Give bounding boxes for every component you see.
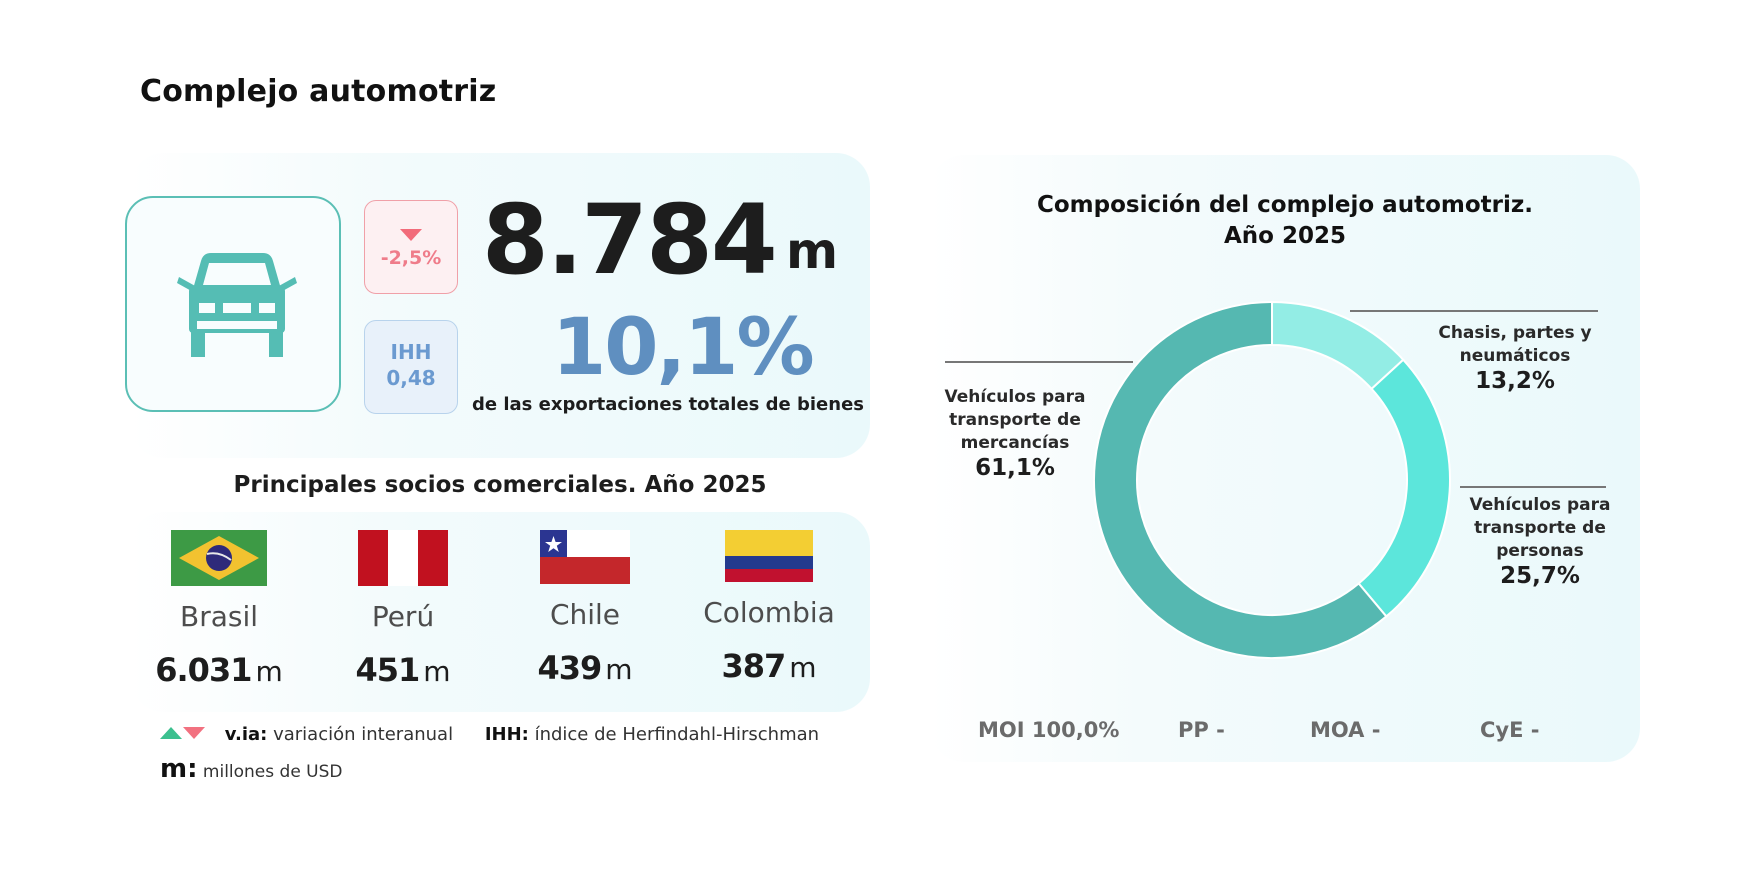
- legend-m-text: millones de USD: [202, 762, 343, 782]
- legend-row-2: m: millones de USD: [160, 754, 343, 784]
- legend-row-1: v.ia: variación interanual IHH: índice d…: [160, 724, 819, 745]
- page-title: Complejo automotriz: [140, 74, 497, 109]
- donut-segment: [1093, 300, 1388, 659]
- partner-item-peru: Perú 451 m: [312, 530, 494, 689]
- rubro-moi: MOI 100,0%: [978, 718, 1120, 742]
- partner-name: Colombia: [703, 596, 835, 629]
- legend-via-key: v.ia:: [224, 724, 268, 745]
- chart-title: Composición del complejo automotriz. Año…: [1037, 192, 1533, 249]
- partner-name: Perú: [371, 600, 435, 633]
- ihh-value: 0,48: [386, 366, 436, 390]
- legend-ihh-key: IHH:: [484, 724, 529, 745]
- triangle-down-icon: [400, 229, 422, 241]
- leader-line-chasis: [1350, 310, 1598, 312]
- segment-label-chasis: Chasis, partes y neumáticos 13,2%: [1438, 323, 1592, 394]
- donut-segment: [1271, 300, 1405, 391]
- variation-value: -2,5%: [380, 247, 442, 269]
- partner-value: 451 m: [355, 651, 451, 689]
- partner-value: 439 m: [537, 649, 633, 687]
- donut-segments: [1093, 300, 1451, 659]
- partner-item-chile: Chile 439 m: [494, 530, 676, 687]
- partner-value: 387 m: [721, 647, 817, 685]
- chile-flag-icon: [540, 530, 630, 584]
- rubro-cye: CyE -: [1480, 718, 1540, 742]
- share-value: 10,1%: [552, 303, 815, 393]
- ihh-badge: IHH 0,48: [364, 320, 458, 414]
- car-icon-box: [125, 196, 341, 412]
- brazil-flag-icon: [171, 530, 267, 586]
- segment-label-mercancias: Vehículos para transporte de mercancías …: [944, 387, 1086, 481]
- triangle-down-icon: [183, 727, 205, 739]
- exports-unit: m: [786, 222, 839, 280]
- partner-name: Chile: [549, 598, 621, 631]
- rubro-pp: PP -: [1178, 718, 1225, 742]
- exports-value: 8.784: [482, 184, 778, 296]
- legend-m-key: m:: [160, 754, 198, 784]
- partner-value: 6.031 m: [155, 651, 283, 689]
- legend-ihh-text: índice de Herfindahl-Hirschman: [534, 724, 820, 745]
- share-caption: de las exportaciones totales de bienes: [472, 394, 865, 415]
- partner-item-brasil: Brasil 6.031 m: [128, 530, 310, 689]
- leader-line-mercancias: [945, 361, 1133, 363]
- donut-chart: [1093, 300, 1451, 659]
- triangle-up-icon: [160, 727, 182, 739]
- legend-via-text: variación interanual: [273, 724, 454, 745]
- variation-badge: -2,5%: [364, 200, 458, 294]
- segment-label-personas: Vehículos para transporte de personas 25…: [1469, 495, 1611, 589]
- chart-panel: [930, 155, 1640, 762]
- donut-segment: [1357, 358, 1451, 618]
- rubro-moa: MOA -: [1310, 718, 1381, 742]
- peru-flag-icon: [358, 530, 448, 586]
- colombia-flag-icon: [725, 530, 813, 582]
- leader-line-personas: [1460, 486, 1606, 488]
- car-icon: [177, 253, 297, 357]
- partner-name: Brasil: [179, 600, 259, 633]
- ihh-label: IHH: [390, 340, 432, 364]
- partner-item-colombia: Colombia 387 m: [678, 530, 860, 685]
- partners-title: Principales socios comerciales. Año 2025: [233, 472, 767, 498]
